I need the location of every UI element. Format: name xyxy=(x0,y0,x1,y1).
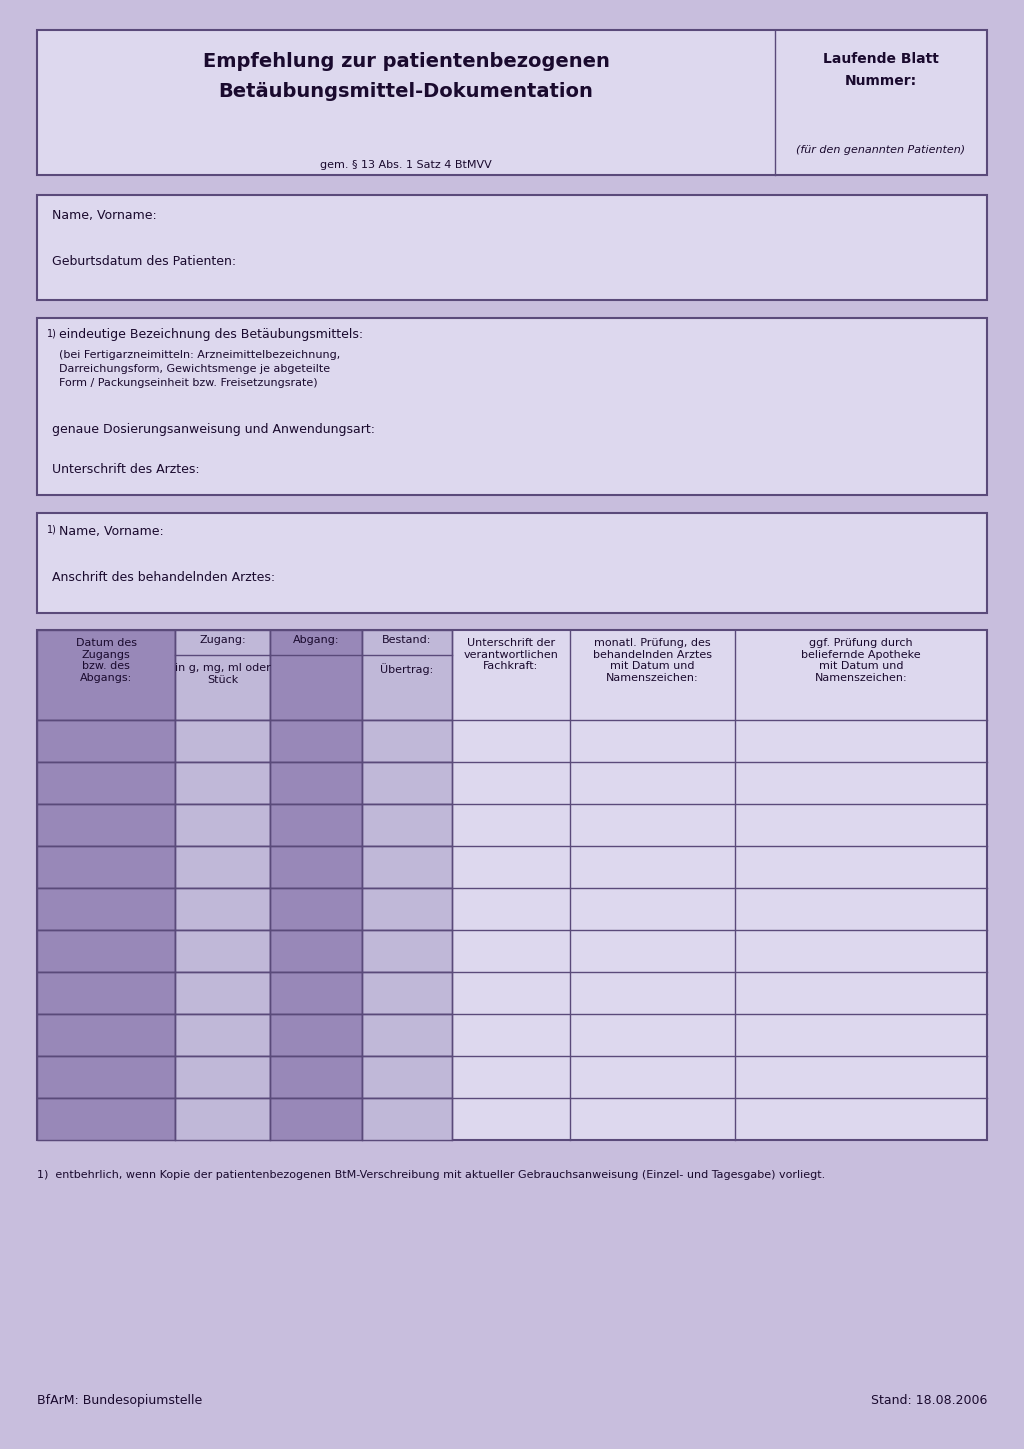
Bar xyxy=(362,972,452,1014)
Bar xyxy=(37,804,175,846)
Bar xyxy=(175,888,270,930)
Text: Anschrift des behandelnden Arztes:: Anschrift des behandelnden Arztes: xyxy=(52,571,275,584)
Text: Zugang:: Zugang: xyxy=(200,635,246,645)
Text: 1): 1) xyxy=(47,327,57,338)
Bar xyxy=(270,888,362,930)
Text: Geburtsdatum des Patienten:: Geburtsdatum des Patienten: xyxy=(52,255,237,268)
Bar xyxy=(270,1098,362,1140)
Text: gem. § 13 Abs. 1 Satz 4 BtMVV: gem. § 13 Abs. 1 Satz 4 BtMVV xyxy=(321,159,492,170)
Text: Unterschrift der
verantwortlichen
Fachkraft:: Unterschrift der verantwortlichen Fachkr… xyxy=(464,638,558,671)
Bar xyxy=(37,972,175,1014)
Bar xyxy=(175,930,270,972)
Bar xyxy=(175,1014,270,1056)
Text: Nummer:: Nummer: xyxy=(845,74,918,88)
Bar xyxy=(175,804,270,846)
Bar xyxy=(270,762,362,804)
Text: monatl. Prüfung, des
behandelnden Arztes
mit Datum und
Namenszeichen:: monatl. Prüfung, des behandelnden Arztes… xyxy=(593,638,712,682)
Bar xyxy=(362,1098,452,1140)
Text: Laufende Blatt: Laufende Blatt xyxy=(823,52,939,67)
Bar xyxy=(175,1056,270,1098)
Bar xyxy=(175,972,270,1014)
Bar xyxy=(37,1014,175,1056)
Text: eindeutige Bezeichnung des Betäubungsmittels:: eindeutige Bezeichnung des Betäubungsmit… xyxy=(59,327,364,341)
Bar xyxy=(37,630,175,720)
Bar xyxy=(175,1098,270,1140)
Text: BfArM: Bundesopiumstelle: BfArM: Bundesopiumstelle xyxy=(37,1394,203,1407)
Bar xyxy=(362,846,452,888)
Bar xyxy=(270,972,362,1014)
Bar xyxy=(37,630,987,1140)
Bar xyxy=(37,888,175,930)
Bar xyxy=(362,720,452,762)
Bar xyxy=(37,762,175,804)
Bar xyxy=(175,630,270,720)
Bar xyxy=(37,846,175,888)
Bar xyxy=(270,930,362,972)
Text: genaue Dosierungsanweisung und Anwendungsart:: genaue Dosierungsanweisung und Anwendung… xyxy=(52,423,375,436)
Text: Darreichungsform, Gewichtsmenge je abgeteilte: Darreichungsform, Gewichtsmenge je abget… xyxy=(59,364,330,374)
Bar xyxy=(37,930,175,972)
Text: Datum des
Zugangs
bzw. des
Abgangs:: Datum des Zugangs bzw. des Abgangs: xyxy=(76,638,136,682)
Bar xyxy=(270,804,362,846)
Bar xyxy=(175,846,270,888)
Bar xyxy=(270,1056,362,1098)
Bar xyxy=(362,762,452,804)
Bar xyxy=(37,1098,175,1140)
Text: Stand: 18.08.2006: Stand: 18.08.2006 xyxy=(870,1394,987,1407)
Text: (bei Fertigarzneimitteln: Arzneimittelbezeichnung,: (bei Fertigarzneimitteln: Arzneimittelbe… xyxy=(59,351,340,359)
Text: in g, mg, ml oder
Stück: in g, mg, ml oder Stück xyxy=(175,664,270,684)
Text: (für den genannten Patienten): (für den genannten Patienten) xyxy=(797,145,966,155)
Bar xyxy=(270,720,362,762)
Bar xyxy=(362,930,452,972)
Text: Unterschrift des Arztes:: Unterschrift des Arztes: xyxy=(52,464,200,477)
Text: Empfehlung zur patientenbezogenen: Empfehlung zur patientenbezogenen xyxy=(203,52,609,71)
Bar xyxy=(175,720,270,762)
Bar xyxy=(270,1014,362,1056)
Text: Form / Packungseinheit bzw. Freisetzungsrate): Form / Packungseinheit bzw. Freisetzungs… xyxy=(59,378,317,388)
Bar xyxy=(37,317,987,496)
Text: ggf. Prüfung durch
beliefernde Apotheke
mit Datum und
Namenszeichen:: ggf. Prüfung durch beliefernde Apotheke … xyxy=(801,638,921,682)
Text: Abgang:: Abgang: xyxy=(293,635,339,645)
Bar xyxy=(362,804,452,846)
Bar xyxy=(37,1056,175,1098)
Bar xyxy=(270,630,362,720)
Bar xyxy=(362,1056,452,1098)
Bar xyxy=(37,720,175,762)
Bar xyxy=(175,762,270,804)
Text: Name, Vorname:: Name, Vorname: xyxy=(52,209,157,222)
Text: Name, Vorname:: Name, Vorname: xyxy=(59,525,164,538)
Text: Bestand:: Bestand: xyxy=(382,635,432,645)
Bar xyxy=(362,630,452,720)
Bar xyxy=(37,30,987,175)
Text: 1): 1) xyxy=(47,525,57,535)
Bar xyxy=(362,888,452,930)
Text: 1)  entbehrlich, wenn Kopie der patientenbezogenen BtM-Verschreibung mit aktuell: 1) entbehrlich, wenn Kopie der patienten… xyxy=(37,1169,825,1179)
Bar xyxy=(37,196,987,300)
Bar xyxy=(37,513,987,613)
Text: Übertrag:: Übertrag: xyxy=(380,664,433,675)
Bar xyxy=(362,1014,452,1056)
Bar xyxy=(270,846,362,888)
Text: Betäubungsmittel-Dokumentation: Betäubungsmittel-Dokumentation xyxy=(218,83,594,101)
